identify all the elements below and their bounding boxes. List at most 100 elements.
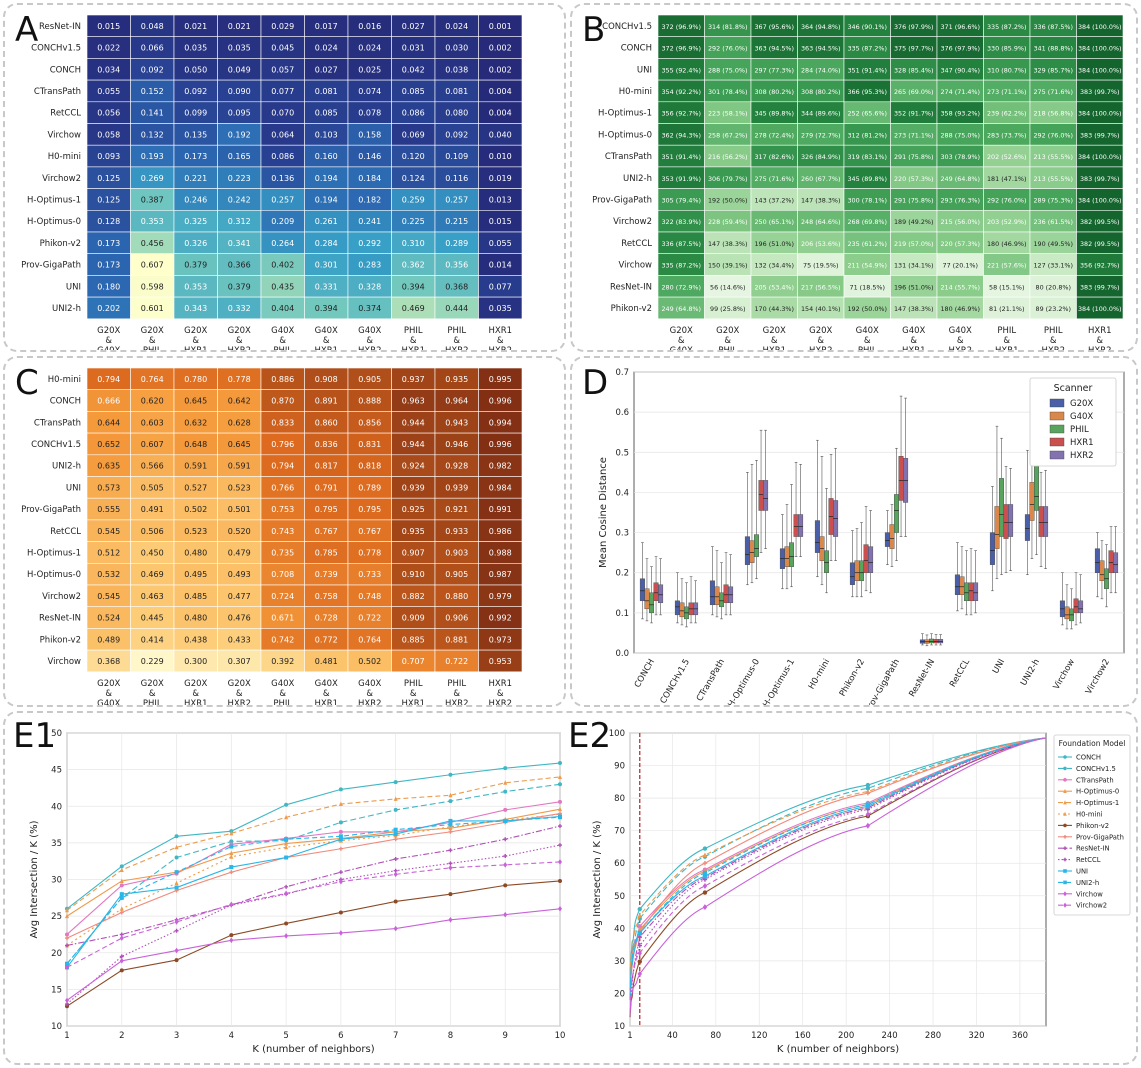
heatmap-b-cell-value: 190 (49.5%) (1033, 240, 1073, 248)
heatmap-c-cell-value: 0.818 (358, 462, 381, 471)
heatmap-a-cell-value: 0.024 (445, 22, 468, 31)
linechart-e2-legend-label: UNI (1076, 868, 1088, 876)
heatmap-a-cell-value: 0.160 (315, 152, 338, 161)
linechart-e1-point (338, 820, 343, 825)
heatmap-b-cell-value: 363 (94.5%) (801, 45, 841, 53)
heatmap-c-cell-value: 0.778 (358, 548, 381, 557)
heatmap-c-cell-value: 0.963 (402, 397, 425, 406)
heatmap-c-col-label: & (410, 689, 417, 699)
heatmap-a-col-label: HXR1 (401, 346, 425, 350)
boxplot-legend-title: Scanner (1054, 383, 1093, 394)
linechart-e1-point (284, 837, 289, 842)
heatmap-c-cell-value: 0.795 (358, 505, 381, 514)
heatmap-b-cell-value: 383 (99.7%) (1080, 131, 1120, 139)
heatmap-c-cell (478, 649, 523, 673)
heatmap-a-cell-value: 0.223 (228, 174, 251, 183)
linechart-e2-point (865, 791, 871, 796)
heatmap-a-cell-value: 0.002 (489, 65, 512, 74)
heatmap-a-col-label: & (453, 336, 460, 346)
heatmap-b-cell-value: 205 (53.4%) (754, 283, 794, 291)
heatmap-b-cell-value: 305 (79.4%) (661, 196, 701, 204)
heatmap-c-cell-value: 0.645 (228, 440, 251, 449)
linechart-e1-point (558, 782, 562, 787)
heatmap-b-cell-value: 345 (89.8%) (754, 110, 794, 118)
linechart-e1-xtick: 2 (119, 1031, 124, 1041)
linechart-e2-legend-title: Foundation Model (1059, 739, 1126, 748)
heatmap-a-cell-value: 0.099 (184, 109, 207, 118)
linechart-e1-point (229, 839, 234, 844)
heatmap-a-col-label: G40X (271, 326, 294, 336)
linechart-e1-point (448, 799, 453, 804)
heatmap-b-col-label: PHIL (997, 326, 1016, 336)
linechart-e1-series-line (66, 801, 561, 935)
heatmap-a-cell-value: 0.124 (402, 174, 425, 183)
panel-label-e1: E1 (13, 716, 57, 756)
heatmap-c-cell-value: 0.795 (315, 505, 338, 514)
heatmap-b-cell-value: 131 (34.1%) (894, 262, 934, 270)
heatmap-c-cell-value: 0.545 (97, 592, 120, 601)
heatmap-a-row-label: CONCHv1.5 (31, 44, 81, 54)
heatmap-a-cell-value: 0.259 (402, 195, 425, 204)
heatmap-a-cell-value: 0.045 (271, 44, 294, 53)
heatmap-b-cell-value: 181 (47.1%) (987, 175, 1027, 183)
heatmap-a-cell-value: 0.022 (97, 44, 120, 53)
heatmap-b-cell-value: 291 (75.8%) (894, 196, 934, 204)
linechart-e1-point (503, 789, 508, 794)
heatmap-c-cell-value: 0.886 (271, 375, 294, 384)
panel-label-d: D (582, 363, 609, 403)
heatmap-a-col-label: & (279, 336, 286, 346)
heatmap-c-cell-value: 0.652 (97, 440, 120, 449)
linechart-e1-point (393, 780, 398, 785)
boxplot-box (1078, 600, 1084, 614)
heatmap-b-cell-value: 371 (96.6%) (940, 23, 980, 31)
heatmap-c: H0-mini 0.794 0.764 0.780 0.778 0.886 0.908 0.9… (21, 367, 523, 705)
heatmap-b-cell-value: 236 (61.5%) (1033, 218, 1073, 226)
heatmap-b-cell-value: 213 (55.5%) (1033, 175, 1073, 183)
heatmap-c-cell-value: 0.707 (402, 657, 425, 666)
heatmap-c-cell-value: 0.735 (271, 548, 294, 557)
boxplot-box (994, 506, 1000, 549)
heatmap-b-cell-value: 239 (62.2%) (987, 110, 1027, 118)
heatmap-c-cell-value: 0.778 (228, 375, 251, 384)
heatmap-a-cell-value: 0.085 (315, 109, 338, 118)
boxplot-box (763, 480, 769, 511)
heatmap-c-cell-value: 0.764 (358, 635, 381, 644)
heatmap-c-cell-value: 0.780 (184, 375, 207, 384)
linechart-e2-ytick: 60 (614, 859, 625, 869)
heatmap-c-col-label: & (279, 689, 286, 699)
heatmap-b-cell-value: 356 (92.7%) (1080, 262, 1120, 270)
heatmap-c-cell-value: 0.996 (489, 397, 512, 406)
heatmap-c-cell-value: 0.728 (315, 614, 338, 623)
linechart-e2-ytick: 50 (614, 892, 625, 902)
heatmap-b-cell-value: 99 (25.8%) (710, 305, 745, 313)
heatmap-b-cell-value: 268 (69.8%) (847, 218, 887, 226)
heatmap-a-cell-value: 0.598 (141, 282, 164, 291)
heatmap-a-cell-value: 0.013 (489, 195, 512, 204)
linechart-e1-point (448, 864, 453, 871)
heatmap-b-col-label: & (771, 336, 778, 346)
heatmap-b-cell-value: 312 (81.2%) (847, 131, 887, 139)
heatmap-b-row-label: Virchow2 (613, 217, 652, 227)
linechart-e1-point (284, 890, 289, 897)
linechart-e1-point (393, 871, 398, 878)
heatmap-a-col-label: G40X (97, 346, 120, 350)
boxplot-box (653, 582, 659, 602)
linechart-e1-ytick: 20 (51, 949, 62, 959)
linechart-e1-xtick: 7 (393, 1031, 398, 1041)
heatmap-a-row-label: H-Optimus-0 (27, 217, 81, 227)
heatmap-a-cell-value: 0.093 (97, 152, 120, 161)
heatmap-b-cell-value: 127 (33.1%) (1033, 262, 1073, 270)
heatmap-b-row-label: H0-mini (619, 87, 652, 97)
heatmap-a-cell-value: 0.092 (141, 65, 164, 74)
linechart-e1-xtick: 10 (555, 1031, 566, 1041)
linechart-e2-xtick: 280 (925, 1031, 941, 1041)
boxplot-box (854, 560, 860, 581)
heatmap-b-cell-value: 81 (21.1%) (989, 305, 1024, 313)
linechart-e1-ytick: 15 (51, 985, 62, 995)
heatmap-a-cell-value: 0.343 (184, 304, 207, 313)
heatmap-c-cell-value: 0.505 (141, 483, 164, 492)
heatmap-c-col-label: HXR2 (445, 699, 469, 705)
linechart-e1-point (393, 925, 398, 932)
boxplot-box (989, 532, 995, 565)
boxplot-box (723, 584, 729, 604)
